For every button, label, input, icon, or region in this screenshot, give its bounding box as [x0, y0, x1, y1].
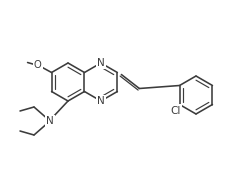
Text: N: N: [97, 96, 105, 106]
Text: N: N: [46, 116, 54, 126]
Text: N: N: [97, 58, 105, 68]
Text: Cl: Cl: [170, 105, 181, 115]
Text: O: O: [34, 59, 41, 70]
